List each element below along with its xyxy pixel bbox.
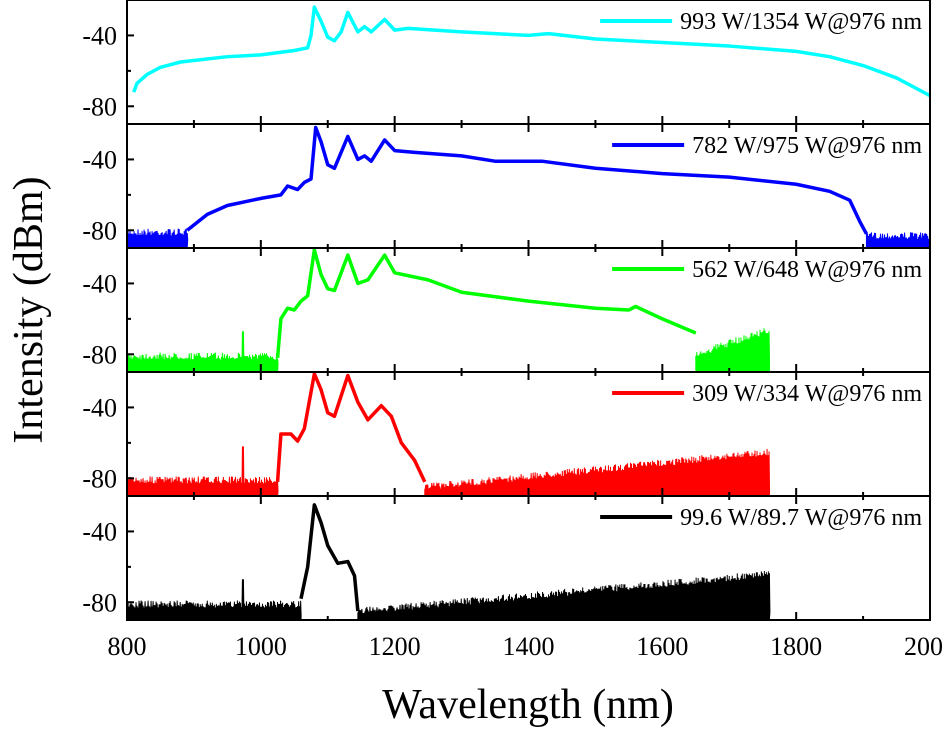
panel-5: -40 -80 99.6 W/89.7 W@976 nm <box>82 495 931 621</box>
legend-label: 993 W/1354 W@976 nm <box>680 9 922 35</box>
legend-label: 99.6 W/89.7 W@976 nm <box>680 505 922 531</box>
x-tick-label: 1600 <box>636 632 688 661</box>
series-line <box>275 372 427 483</box>
panel-4: -40 -80 309 W/334 W@976 nm <box>82 371 931 497</box>
x-tick-label: 2000 <box>904 632 943 661</box>
x-tick-label: 1400 <box>503 632 555 661</box>
y-tick-label: -80 <box>82 216 117 245</box>
y-tick-label: -80 <box>82 588 117 617</box>
x-tick-label: 1000 <box>235 632 287 661</box>
panel-2: -40 -80 782 W/975 W@976 nm <box>82 123 931 249</box>
series-line <box>132 5 931 98</box>
series-line <box>186 125 868 235</box>
y-tick-label: -40 <box>82 517 117 546</box>
y-tick-label: -40 <box>82 269 117 298</box>
y-tick-label: -80 <box>82 92 117 121</box>
y-tick-label: -40 <box>82 21 117 50</box>
noise-floor-2 <box>695 328 771 373</box>
noise-floor-1 <box>126 579 302 621</box>
noise-floor-2 <box>357 571 771 621</box>
series-line <box>275 248 697 358</box>
legend-label: 782 W/975 W@976 nm <box>692 133 922 159</box>
legend-label: 309 W/334 W@976 nm <box>692 381 922 407</box>
x-tick-label: 1200 <box>369 632 421 661</box>
noise-floor-1 <box>126 228 189 249</box>
x-tick-label: 1800 <box>770 632 822 661</box>
legend-label: 562 W/648 W@976 nm <box>692 257 922 283</box>
x-axis-label: Wavelength (nm) <box>382 682 674 728</box>
y-tick-label: -40 <box>82 393 117 422</box>
noise-floor-2 <box>424 448 771 497</box>
noise-floor-1 <box>126 446 279 497</box>
y-tick-label: -80 <box>82 340 117 369</box>
y-axis-label: Intensity (dBm) <box>6 176 52 443</box>
y-tick-label: -80 <box>82 464 117 493</box>
series-line <box>299 503 360 612</box>
x-tick-label: 800 <box>108 632 147 661</box>
panel-1: -40 -80 993 W/1354 W@976 nm <box>82 0 931 125</box>
noise-floor-2 <box>865 232 931 249</box>
panel-3: -40 -80 562 W/648 W@976 nm <box>82 247 931 373</box>
y-tick-label: -40 <box>82 145 117 174</box>
noise-floor-1 <box>126 331 279 373</box>
